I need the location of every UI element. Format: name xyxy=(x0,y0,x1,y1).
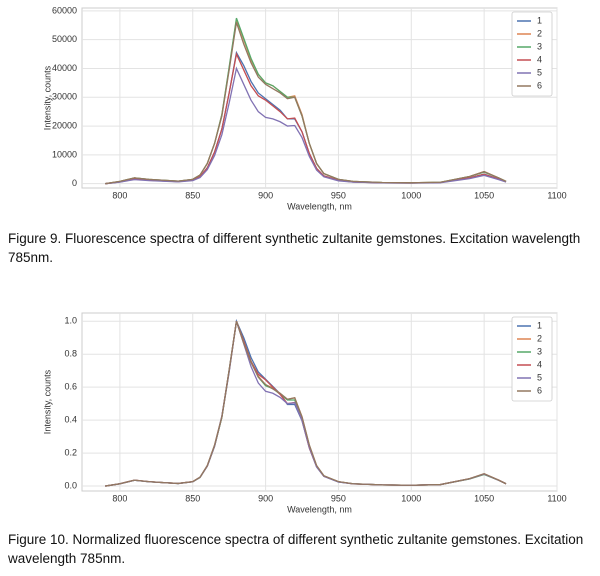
x-tick-label: 1000 xyxy=(401,493,421,503)
y-tick-label: 30000 xyxy=(52,92,77,102)
x-tick-label: 900 xyxy=(258,190,273,200)
x-tick-label: 900 xyxy=(258,493,273,503)
figure-caption: Figure 9. Fluorescence spectra of differ… xyxy=(8,231,581,265)
series-line xyxy=(105,22,507,185)
x-tick-label: 950 xyxy=(331,493,346,503)
y-tick-label: 0.2 xyxy=(64,447,77,457)
x-tick-label: 1050 xyxy=(474,190,494,200)
legend-label: 1 xyxy=(537,320,542,330)
x-tick-label: 950 xyxy=(331,190,346,200)
x-tick-label: 850 xyxy=(185,190,200,200)
figure-caption: Figure 10. Normalized fluorescence spect… xyxy=(8,532,584,566)
x-axis-label: Wavelength, nm xyxy=(287,504,352,514)
legend-label: 6 xyxy=(537,80,542,90)
y-tick-label: 0.0 xyxy=(64,480,77,490)
x-tick-label: 800 xyxy=(112,190,127,200)
y-tick-label: 50000 xyxy=(52,34,77,44)
y-tick-label: 10000 xyxy=(52,149,77,159)
legend-box xyxy=(511,316,553,402)
legend-label: 3 xyxy=(537,346,542,356)
y-tick-label: 1.0 xyxy=(64,316,77,326)
legend-label: 5 xyxy=(537,372,542,382)
y-tick-label: 0.4 xyxy=(64,415,77,425)
x-tick-label: 1050 xyxy=(474,493,494,503)
x-tick-label: 1000 xyxy=(401,190,421,200)
legend-label: 2 xyxy=(537,28,542,38)
y-tick-label: 0.6 xyxy=(64,382,77,392)
legend-label: 6 xyxy=(537,385,542,395)
y-axis-label: Intensity, counts xyxy=(42,369,52,434)
x-tick-label: 850 xyxy=(185,493,200,503)
legend-label: 5 xyxy=(537,67,542,77)
legend-label: 4 xyxy=(537,54,542,64)
series-line xyxy=(105,321,507,487)
legend-label: 2 xyxy=(537,333,542,343)
legend-label: 4 xyxy=(537,359,542,369)
x-tick-label: 1100 xyxy=(547,493,566,503)
y-tick-label: 40000 xyxy=(52,63,77,73)
y-tick-label: 0.8 xyxy=(64,349,77,359)
legend-label: 1 xyxy=(537,15,542,25)
x-tick-label: 1100 xyxy=(547,190,566,200)
legend-label: 3 xyxy=(537,41,542,51)
y-tick-label: 60000 xyxy=(52,5,77,15)
legend-box xyxy=(511,11,553,97)
y-tick-label: 0 xyxy=(72,178,77,188)
x-tick-label: 800 xyxy=(112,493,127,503)
y-axis-label: Intensity, counts xyxy=(42,65,52,130)
plot-area xyxy=(81,312,558,492)
plot-area xyxy=(81,7,558,189)
x-axis-label: Wavelength, nm xyxy=(287,201,352,211)
y-tick-label: 20000 xyxy=(52,120,77,130)
